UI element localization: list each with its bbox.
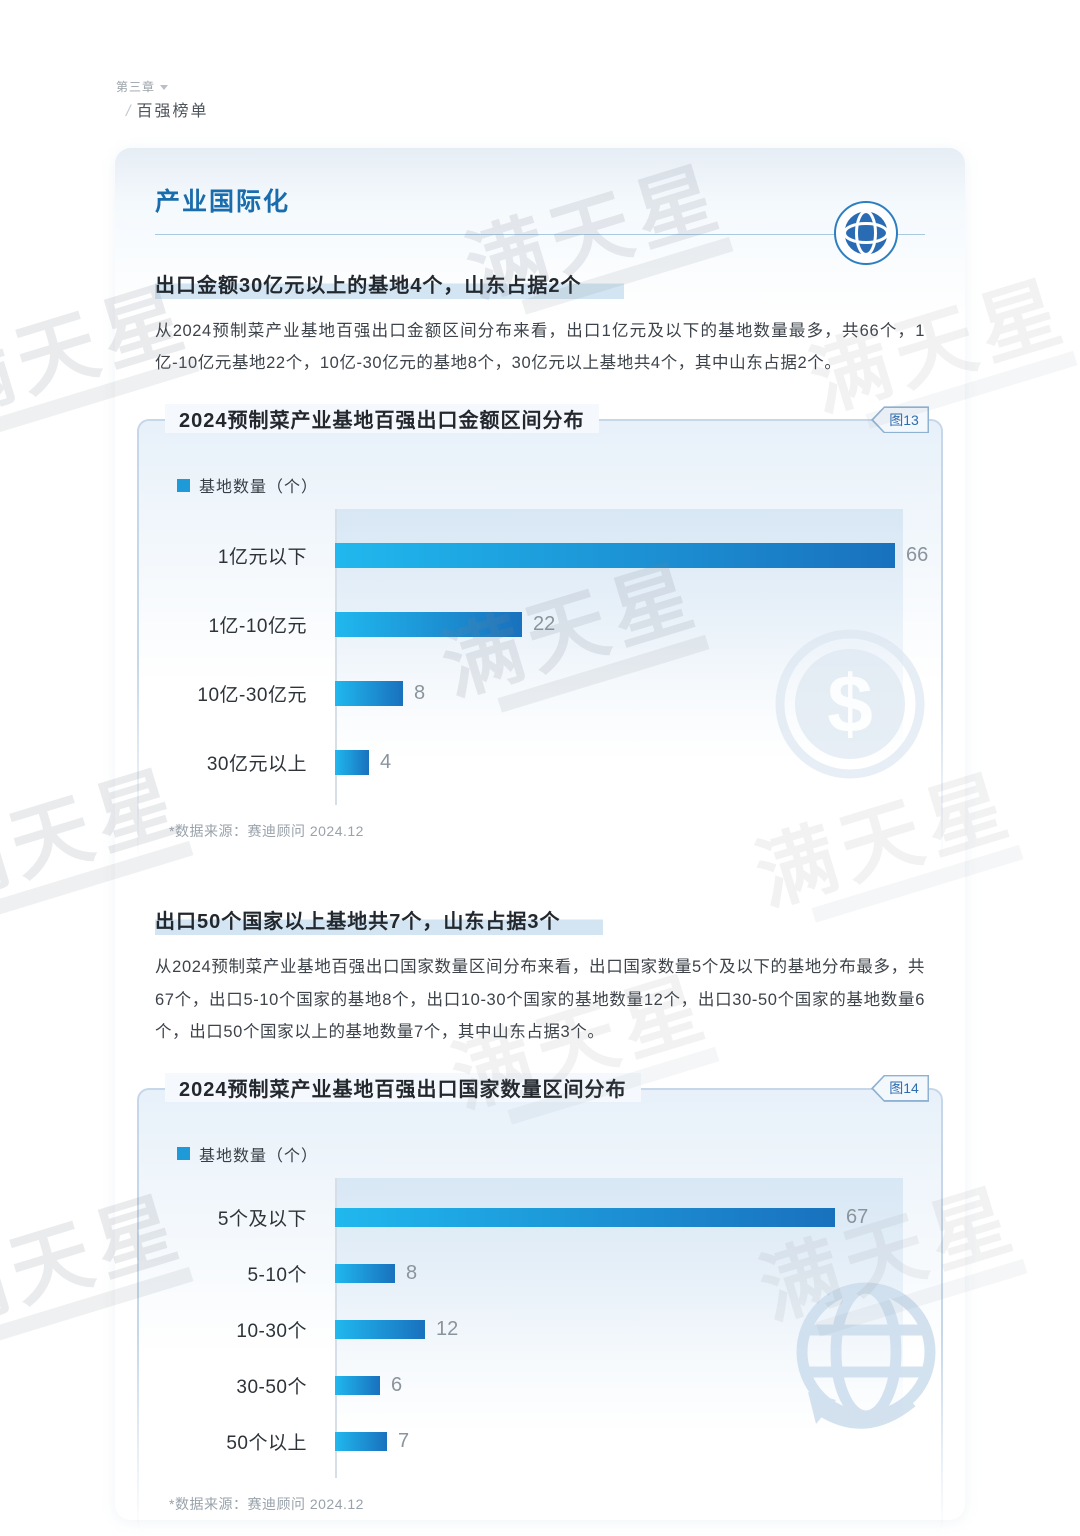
legend-label: 基地数量（个）	[199, 1147, 319, 1165]
section1-body: 从2024预制菜产业基地百强出口金额区间分布来看，出口1亿元及以下的基地数量最多…	[155, 322, 925, 373]
bar-value: 7	[398, 1430, 410, 1453]
bar-row: 30亿元以上 4	[163, 728, 917, 797]
bar	[335, 1264, 395, 1284]
bar	[335, 1376, 380, 1396]
chart1-source: *数据来源：赛迪顾问 2024.12	[169, 823, 364, 840]
bar-value: 67	[846, 1206, 869, 1229]
figure-tag-label: 图14	[873, 1076, 928, 1101]
bar-row: 5-10个 8	[163, 1246, 917, 1302]
bar-track: 7	[321, 1430, 917, 1453]
bar-row: 5个及以下 67	[163, 1190, 917, 1246]
chart1-bars: 1亿元以下 66 1亿-10亿元 22 10亿-30亿元 8 30亿元以上 4	[163, 521, 928, 797]
chart-figure-13: 2024预制菜产业基地百强出口金额区间分布 图13 基地数量（个） 1亿元以下 6…	[137, 404, 943, 862]
section1-heading: 出口金额30亿元以上的基地4个，山东占据2个	[155, 269, 925, 299]
bar-row: 10-30个 12	[163, 1302, 917, 1358]
bar-value: 12	[436, 1318, 459, 1341]
section1-heading-text: 出口金额30亿元以上的基地4个，山东占据2个	[155, 269, 624, 299]
chart2-legend: 基地数量（个）	[177, 1142, 917, 1166]
bar-track: 4	[321, 750, 917, 776]
breadcrumb-slash: /	[126, 103, 131, 120]
chapter-label: 第三章	[116, 80, 156, 94]
chart2-plot: 5个及以下 67 5-10个 8 10-30个 12 30-50个 6 50个以上 7	[163, 1177, 917, 1478]
bar-row: 10亿-30亿元 8	[163, 659, 917, 728]
bar	[335, 750, 369, 776]
bar-track: 66	[321, 543, 929, 569]
bar-track: 8	[321, 681, 917, 707]
chevron-down-icon	[160, 84, 169, 90]
chart1-title: 2024预制菜产业基地百强出口金额区间分布	[165, 404, 599, 434]
bar-category-label: 10亿-30亿元	[197, 685, 307, 707]
breadcrumb-title: 百强榜单	[136, 103, 209, 120]
bar-row: 30-50个 6	[163, 1358, 917, 1414]
bar-track: 8	[321, 1262, 917, 1285]
content-card: 产业国际化 出口金额30亿元以上的基地4个，山东占据2个 从2024预制菜产业基…	[115, 148, 965, 1534]
bar-row: 1亿-10亿元 22	[163, 590, 917, 659]
chart2-source: *数据来源：赛迪顾问 2024.12	[169, 1495, 364, 1512]
bar-track: 6	[321, 1374, 917, 1397]
card-header: 产业国际化	[155, 148, 925, 265]
figure-tag-badge: 图13	[871, 406, 929, 434]
bar-category-label: 30亿元以上	[206, 754, 307, 776]
chart2-title: 2024预制菜产业基地百强出口国家数量区间分布	[165, 1072, 641, 1102]
chart1-plot: 1亿元以下 66 1亿-10亿元 22 10亿-30亿元 8 30亿元以上 4	[163, 509, 928, 806]
bar	[335, 1208, 835, 1228]
page-title: 产业国际化	[155, 188, 291, 216]
chart2-bars: 5个及以下 67 5-10个 8 10-30个 12 30-50个 6 50个以上 7	[163, 1190, 917, 1470]
bar-category-label: 30-50个	[236, 1377, 307, 1399]
bar-category-label: 10-30个	[236, 1321, 307, 1343]
legend-swatch-icon	[177, 1147, 190, 1161]
bar-category-label: 1亿-10亿元	[208, 616, 307, 638]
bar-category-label: 5-10个	[247, 1265, 307, 1287]
bar-category-label: 50个以上	[226, 1433, 307, 1455]
bar	[335, 1432, 387, 1452]
bar-category-label: 1亿元以下	[217, 547, 307, 569]
breadcrumb: 第三章 / 百强榜单	[116, 78, 208, 121]
legend-swatch-icon	[177, 478, 190, 492]
bar-value: 8	[406, 1262, 418, 1285]
bar	[335, 1320, 425, 1340]
bar	[335, 681, 403, 707]
globe-icon	[833, 200, 899, 266]
breadcrumb-chapter-row: 第三章	[116, 78, 208, 95]
breadcrumb-title-row: / 百强榜单	[116, 97, 208, 121]
bar-track: 67	[321, 1206, 917, 1229]
section2-heading: 出口50个国家以上基地共7个，山东占据3个	[155, 905, 925, 936]
bar-value: 66	[906, 544, 929, 567]
bar-track: 12	[321, 1318, 917, 1341]
bar	[335, 543, 895, 569]
bar-row: 1亿元以下 66	[163, 521, 928, 590]
header-divider	[155, 234, 925, 235]
section2-heading-text: 出口50个国家以上基地共7个，山东占据3个	[155, 905, 603, 936]
bar	[335, 612, 522, 638]
chart-figure-14: 2024预制菜产业基地百强出口国家数量区间分布 图14 基地数量（个） 5个及以…	[137, 1072, 943, 1534]
bar-value: 6	[391, 1374, 403, 1397]
chart1-legend: 基地数量（个）	[177, 473, 917, 497]
legend-label: 基地数量（个）	[199, 479, 319, 497]
bar-category-label: 5个及以下	[217, 1209, 307, 1231]
bar-value: 8	[414, 682, 426, 705]
section2-body: 从2024预制菜产业基地百强出口国家数量区间分布来看，出口国家数量5个及以下的基…	[155, 958, 925, 1041]
bar-track: 22	[321, 612, 917, 638]
bar-value: 22	[533, 613, 556, 636]
figure-tag-badge: 图14	[871, 1074, 929, 1102]
bar-row: 50个以上 7	[163, 1414, 917, 1470]
bar-value: 4	[380, 751, 392, 774]
figure-tag-label: 图13	[873, 407, 928, 432]
